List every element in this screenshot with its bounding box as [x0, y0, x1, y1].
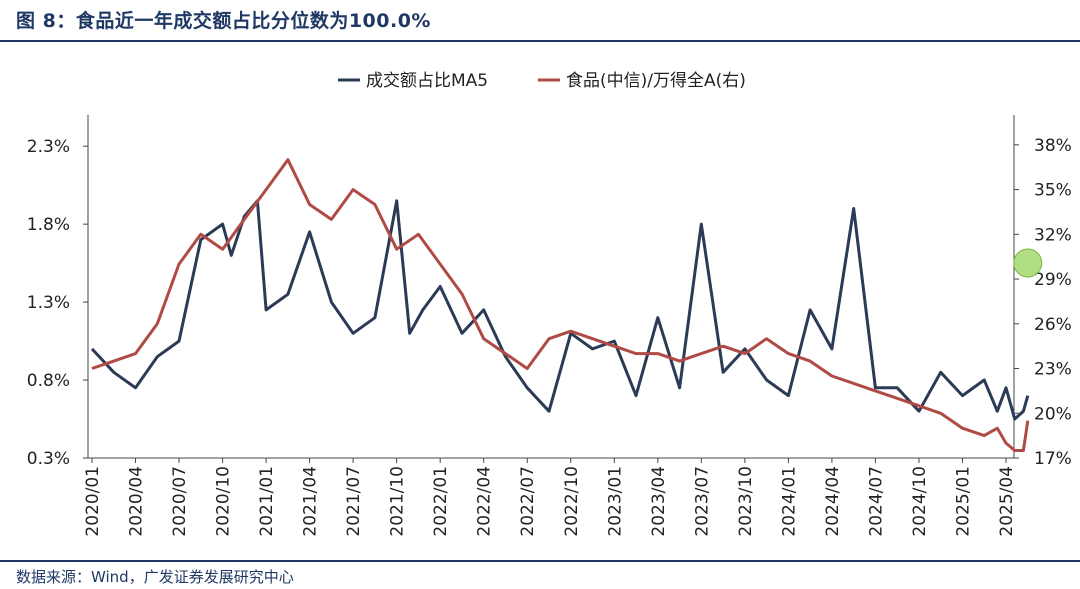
y-left-tick-label: 1.3% — [27, 293, 70, 313]
series-line-1 — [90, 199, 1030, 421]
legend-label-series-1: 成交额占比MA5 — [366, 71, 488, 91]
y-right-tick-label: 35% — [1034, 181, 1072, 201]
legend-label-series-2: 食品(中信)/万得全A(右) — [566, 71, 746, 91]
x-tick-label: 2024/01 — [779, 466, 799, 537]
chart: 成交额占比MA5 食品(中信)/万得全A(右) 2.3% 1.8% 1.3% 0.8%… — [27, 71, 1072, 537]
series-line-2 — [91, 158, 1030, 452]
x-tick-label: 2024/07 — [866, 466, 886, 537]
y-right-tick-label: 17% — [1034, 449, 1072, 469]
x-tick-label: 2022/07 — [518, 466, 538, 537]
y-right-tick-label: 20% — [1034, 404, 1072, 424]
y-right-tick-label: 29% — [1034, 270, 1072, 290]
y-left-tick-label: 2.3% — [27, 137, 70, 157]
x-tick-label: 2025/01 — [953, 466, 973, 537]
x-tick-label: 2020/07 — [170, 466, 190, 537]
x-tick-label: 2023/07 — [692, 466, 712, 537]
x-tick-label: 2022/01 — [431, 466, 451, 537]
source-note: 数据来源：Wind，广发证券发展研究中心 — [16, 568, 294, 586]
x-tick-label: 2025/04 — [997, 466, 1017, 537]
x-tick-label: 2020/01 — [83, 466, 103, 537]
y-left-tick-label: 1.8% — [27, 215, 70, 235]
axes: 2.3% 1.8% 1.3% 0.8% 0.3% 38% 35% 32% 29% 26% 23% 20… — [27, 115, 1072, 469]
y-left-tick-label: 0.3% — [27, 449, 70, 469]
x-tick-label: 2021/10 — [388, 466, 408, 537]
x-tick-label: 2024/04 — [823, 466, 843, 537]
x-tick-label: 2020/04 — [127, 466, 147, 537]
x-tick-label: 2021/04 — [301, 466, 321, 537]
x-tick-label: 2023/10 — [736, 466, 756, 537]
x-tick-label: 2023/01 — [605, 466, 625, 537]
x-tick-label: 2022/04 — [475, 466, 495, 537]
y-right-tick-label: 32% — [1034, 225, 1072, 245]
latest-value-marker — [1013, 248, 1043, 278]
y-left-tick-label: 0.8% — [27, 371, 70, 391]
series-group — [90, 158, 1043, 452]
x-tick-label: 2023/04 — [649, 466, 669, 537]
x-axis-labels: 2020/01 2020/04 2020/07 2020/10 2021/01 2021/… — [83, 458, 1017, 537]
figure-title: 图 8：食品近一年成交额占比分位数为100.0% — [16, 10, 431, 32]
x-tick-label: 2022/10 — [562, 466, 582, 537]
y-right-tick-label: 23% — [1034, 360, 1072, 380]
y-right-tick-label: 26% — [1034, 315, 1072, 335]
x-tick-label: 2021/07 — [344, 466, 364, 537]
x-tick-label: 2024/10 — [910, 466, 930, 537]
legend: 成交额占比MA5 食品(中信)/万得全A(右) — [338, 71, 746, 91]
x-tick-label: 2021/01 — [257, 466, 277, 537]
title-rule — [0, 40, 1080, 42]
footer-rule — [0, 560, 1080, 562]
y-right-tick-label: 38% — [1034, 136, 1072, 156]
x-tick-label: 2020/10 — [214, 466, 234, 537]
